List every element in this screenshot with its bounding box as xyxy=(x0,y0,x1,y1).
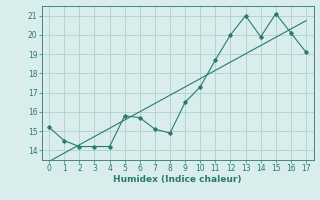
X-axis label: Humidex (Indice chaleur): Humidex (Indice chaleur) xyxy=(113,175,242,184)
